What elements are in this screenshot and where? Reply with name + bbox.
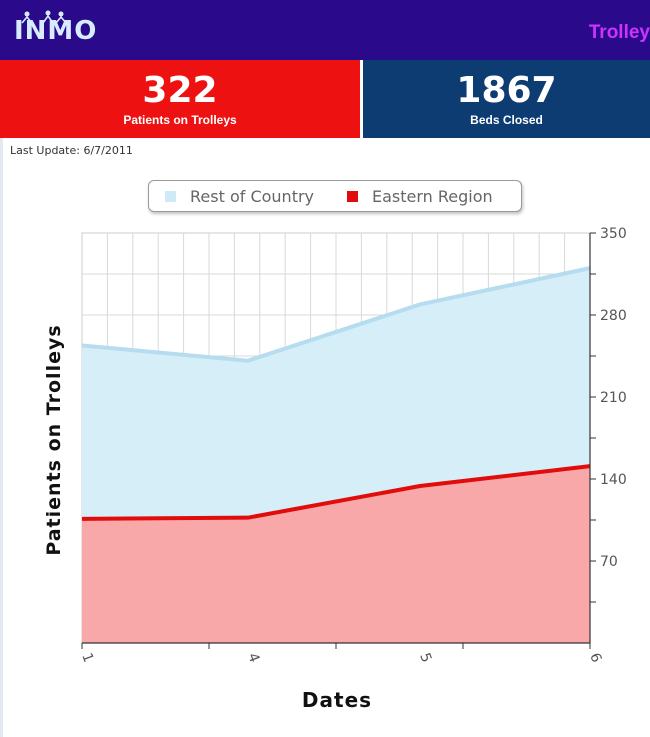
chart-legend: Rest of Country Eastern Region <box>148 180 522 212</box>
patients-on-trolleys-stat: 322 Patients on Trolleys <box>0 60 360 138</box>
area-chart: 70 140 210 280 350 1 4 5 6 <box>78 226 627 665</box>
stat-divider <box>360 60 363 138</box>
y-tick-label: 210 <box>600 390 627 406</box>
beds-closed-stat: 1867 Beds Closed <box>363 60 650 138</box>
stat-label: Beds Closed <box>470 113 543 127</box>
y-tick-label: 280 <box>600 308 627 324</box>
legend-item-rest-of-country: Rest of Country <box>165 187 314 206</box>
legend-label: Rest of Country <box>190 187 315 206</box>
series-line-eastern-region <box>81 464 591 521</box>
legend-item-eastern-region: Eastern Region <box>347 187 493 206</box>
nav-link-trolley[interactable]: Trolley <box>588 22 650 43</box>
page-left-border <box>0 138 3 737</box>
x-axis-label: Dates <box>301 688 373 712</box>
stat-value: 1867 <box>456 70 557 111</box>
y-axis-label: Patients on Trolleys <box>43 324 65 556</box>
series-line-rest-of-country <box>81 266 591 363</box>
y-tick-label: 350 <box>600 226 627 242</box>
x-tick-label: 1 <box>78 651 96 665</box>
stat-value: 322 <box>142 70 218 111</box>
legend-swatch-icon <box>347 190 358 202</box>
stat-label: Patients on Trolleys <box>123 113 237 127</box>
inmo-logo[interactable]: INMO <box>14 16 98 46</box>
app-header: INMO Trolley <box>0 0 650 60</box>
legend-label: Eastern Region <box>372 187 493 206</box>
legend-swatch-icon <box>165 190 176 202</box>
last-update-text: Last Update: 6/7/2011 <box>10 144 133 157</box>
logo-figures-icon <box>21 10 67 24</box>
x-tick-label: 6 <box>586 651 604 665</box>
x-tick-label: 5 <box>416 651 434 665</box>
series-area-eastern-region <box>82 466 590 643</box>
y-tick-label: 70 <box>600 554 618 570</box>
x-tick-label: 4 <box>244 651 262 665</box>
y-tick-label: 140 <box>600 472 627 488</box>
